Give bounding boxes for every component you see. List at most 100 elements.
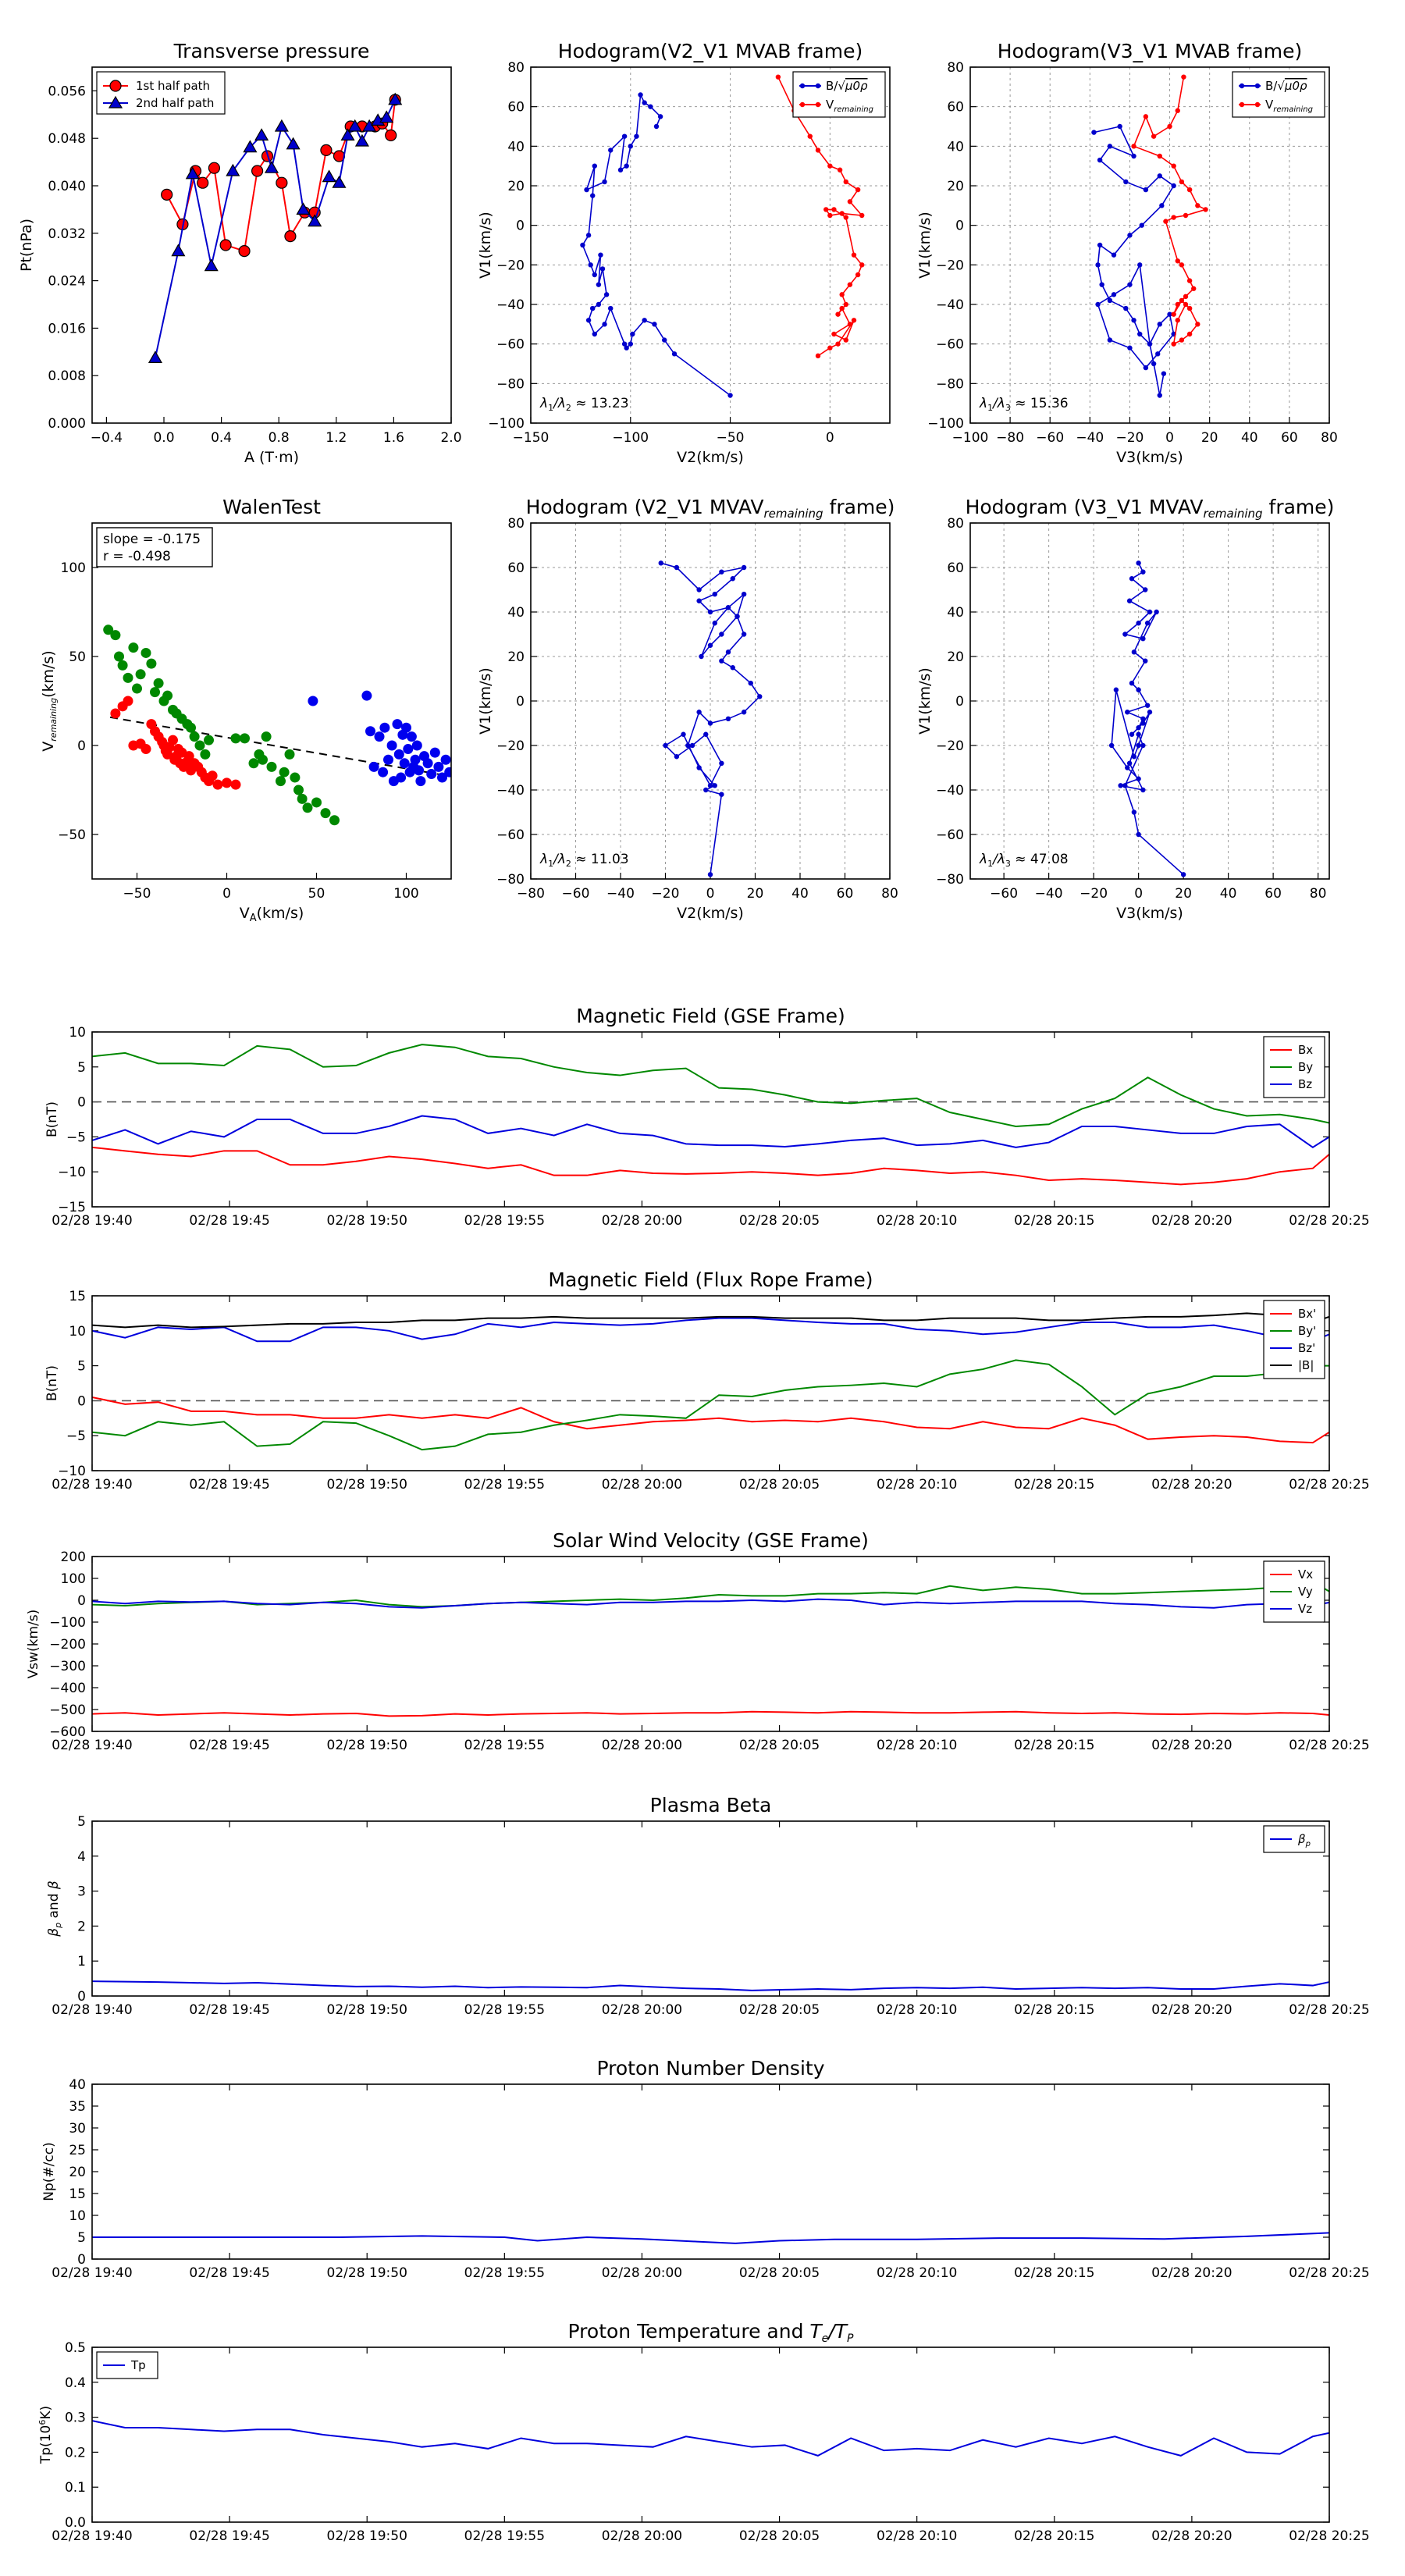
y-tick-label: 200 [61,1550,86,1565]
y-tick-label: 80 [507,60,525,76]
data-point [426,768,437,779]
y-tick-label: 5 [77,2230,86,2246]
data-point [293,785,304,795]
data-point [103,624,114,635]
y-tick-label: −100 [927,416,964,432]
data-point [406,731,417,742]
x-tick-label: 60 [1281,430,1298,446]
data-point [347,119,362,132]
y-tick-label: −60 [496,827,525,843]
data-point [835,311,841,317]
data-point [132,683,142,694]
data-point [748,681,753,686]
data-point [329,815,340,826]
plot-area [1091,74,1208,398]
series-line [92,1317,1329,1343]
data-point [1131,809,1137,815]
data-point [638,92,643,98]
x-tick-label: 0 [222,886,231,902]
x-tick-label: −40 [606,886,635,902]
data-point [624,163,629,169]
y-tick-label: 0.5 [65,2340,86,2356]
plot-area [92,1312,1329,1451]
y-tick-label: −60 [936,827,964,843]
series-line [92,1146,1329,1186]
data-point [361,690,372,701]
data-point [602,322,607,327]
y-tick-label: 40 [947,605,964,621]
plot-area [580,74,865,398]
data-point [1131,754,1137,760]
y-tick-label: 5 [77,1814,86,1830]
plot-frame [91,2347,1330,2523]
x-tick-label: 02/28 20:25 [1289,2002,1369,2018]
data-point [1195,203,1200,208]
data-point [1108,742,1115,749]
data-point [1136,621,1141,626]
y-tick-label: 0 [77,1989,86,2005]
data-point [1157,153,1162,159]
y-axis-label: V1(km/s) [477,212,494,279]
y-tick-label: 0.0 [65,2515,86,2531]
data-point [807,133,813,139]
data-point [440,754,451,765]
data-point [1136,742,1141,749]
series-line [92,1115,1329,1149]
plot-area [103,624,451,826]
x-tick-label: 02/28 20:20 [1151,2265,1232,2281]
data-point [719,760,724,766]
x-tick-label: 02/28 19:40 [52,2265,132,2281]
y-tick-label: 0.2 [65,2445,86,2460]
y-axis-label: B(nT) [44,1365,60,1401]
data-point [843,337,848,343]
data-point [719,569,724,575]
y-tick-label: −100 [488,416,525,432]
series-line [777,76,864,357]
series-line [92,2232,1329,2244]
data-point [707,642,713,648]
y-tick-label: 60 [507,560,525,576]
eigenvalue-ratio: λ1/λ3 ≈ 15.36 [979,396,1069,413]
x-tick-label: 02/28 19:50 [327,2528,407,2544]
x-tick-label: 02/28 19:45 [189,1738,269,1753]
x-tick-label: 02/28 20:05 [739,1213,820,1229]
y-tick-label: 0 [955,694,964,710]
legend-label: Bz' [1298,1341,1315,1355]
series-line [92,2420,1329,2457]
x-tick-label: −50 [123,886,151,902]
data-point [596,301,602,308]
data-point [403,744,414,755]
data-point [284,230,297,243]
data-point [621,133,628,139]
data-point [1157,393,1162,398]
y-tick-label: 100 [61,560,86,576]
data-point [590,193,596,198]
y-tick-label: −15 [58,1200,86,1215]
y-tick-label: 0.1 [65,2480,86,2496]
data-point [699,653,704,660]
y-axis-label: V1(km/s) [477,667,494,735]
y-tick-label: 0 [77,1393,86,1409]
series-line [582,92,731,397]
data-point [1147,341,1153,347]
data-point [1127,282,1133,287]
data-point [839,292,845,297]
data-point [837,167,843,173]
legend-label: Tp [130,2358,146,2372]
plot-area [92,1980,1329,1991]
y-tick-label: −60 [936,337,964,353]
data-point [204,735,214,745]
data-point [415,776,426,787]
data-point [725,716,731,721]
data-point [847,322,853,327]
data-point [1136,725,1141,731]
y-tick-label: 0.032 [48,226,86,242]
data-point [590,305,596,311]
y-tick-label: 80 [507,516,525,532]
x-tick-label: 80 [1310,886,1327,902]
y-axis-label: Vremaining(km/s) [40,650,59,751]
y-tick-label: 0.4 [65,2375,86,2391]
chart-title: Magnetic Field (GSE Frame) [576,1005,845,1027]
data-point [261,731,272,742]
data-point [114,651,124,662]
